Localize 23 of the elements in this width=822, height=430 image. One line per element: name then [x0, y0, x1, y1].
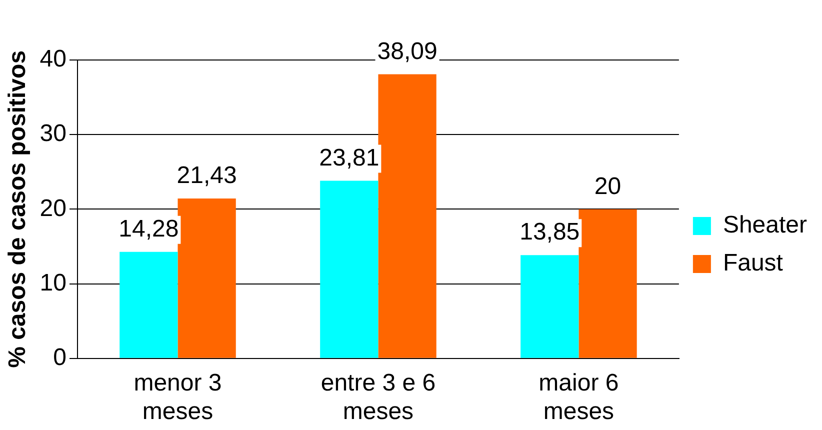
y-tick-label: 30 [40, 120, 66, 148]
y-tick-label: 10 [40, 269, 66, 296]
y-tick-label: 40 [40, 46, 66, 73]
data-label: 38,09 [377, 38, 438, 65]
x-tick-label: entre 3 e 6 meses [320, 369, 436, 426]
bar [578, 209, 637, 358]
bar [378, 74, 436, 358]
data-label: 23,81 [319, 144, 380, 172]
bar [178, 198, 236, 358]
x-tick-label: menor 3 meses [134, 369, 222, 426]
bar [520, 255, 579, 358]
data-label: 21,43 [176, 162, 237, 190]
data-label: 13,85 [520, 218, 580, 246]
y-axis-title: % casos de casos positivos [4, 50, 32, 368]
y-tick-label: 20 [40, 194, 66, 222]
bar [320, 180, 378, 358]
data-label: 20 [594, 172, 622, 200]
legend-label: Faust [722, 250, 784, 277]
bar [120, 252, 178, 358]
y-tick-label: 0 [53, 344, 66, 372]
legend-label: Sheater [722, 212, 808, 239]
data-label: 14,28 [118, 215, 179, 242]
x-tick-label: maior 6 meses [538, 369, 619, 426]
